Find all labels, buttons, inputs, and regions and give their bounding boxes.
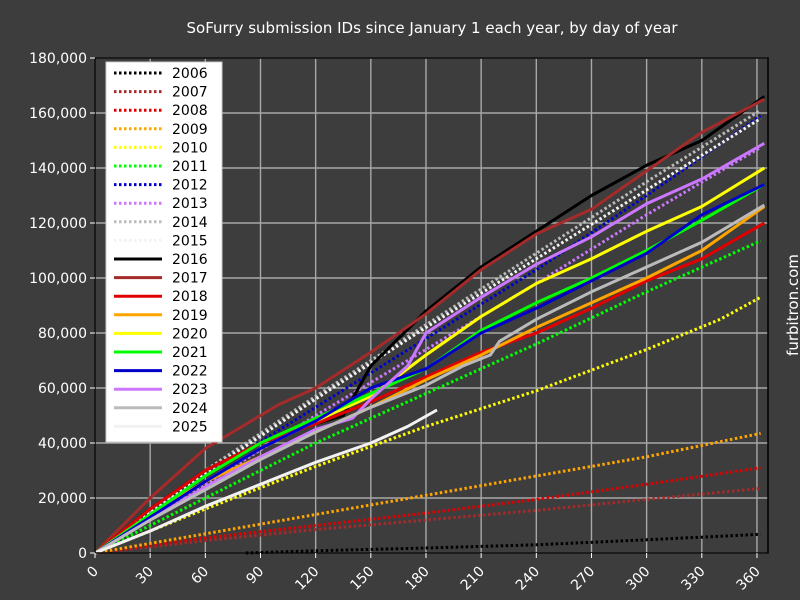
legend-label-2014: 2014 bbox=[172, 215, 208, 231]
credit-label: furbitron.com bbox=[784, 254, 800, 356]
x-tick-label: 360 bbox=[734, 564, 764, 594]
chart-title: SoFurry submission IDs since January 1 e… bbox=[187, 19, 679, 37]
legend-label-2023: 2023 bbox=[172, 382, 208, 398]
legend-box bbox=[105, 61, 223, 443]
series-line-2008 bbox=[94, 466, 761, 555]
y-tick-label: 180,000 bbox=[29, 51, 87, 67]
y-tick-label: 160,000 bbox=[29, 106, 87, 122]
legend: 2006 2007 2008 2009 2010 2011 2012 2013 2014 2015… bbox=[105, 61, 223, 443]
y-tick-label: 0 bbox=[78, 546, 87, 562]
legend-label-2019: 2019 bbox=[172, 308, 208, 324]
legend-label-2022: 2022 bbox=[172, 364, 208, 380]
series-line-2007 bbox=[94, 486, 761, 555]
x-tick-label: 180 bbox=[403, 564, 433, 594]
x-tick-label: 330 bbox=[678, 564, 708, 594]
legend-label-2012: 2012 bbox=[172, 178, 208, 194]
x-tick-label: 150 bbox=[347, 564, 377, 594]
legend-label-2010: 2010 bbox=[172, 140, 208, 156]
y-tick-label: 120,000 bbox=[29, 216, 87, 232]
series-line-2024 bbox=[94, 203, 766, 555]
series-lines bbox=[93, 95, 766, 555]
x-tick-label: 60 bbox=[188, 564, 212, 588]
legend-label-2008: 2008 bbox=[172, 103, 208, 119]
series-line-2009 bbox=[94, 431, 761, 555]
legend-label-2006: 2006 bbox=[172, 66, 208, 82]
legend-label-2018: 2018 bbox=[172, 289, 208, 305]
series-line-2018 bbox=[94, 221, 766, 555]
legend-label-2013: 2013 bbox=[172, 196, 208, 212]
series-line-2006 bbox=[245, 532, 761, 555]
legend-label-2016: 2016 bbox=[172, 252, 208, 268]
series-line-2011 bbox=[94, 239, 762, 555]
x-tick-label: 210 bbox=[458, 564, 488, 594]
y-tick-label: 80,000 bbox=[38, 326, 87, 342]
series-line-2012 bbox=[94, 114, 762, 555]
series-line-2013 bbox=[94, 146, 762, 555]
x-tick-label: 0 bbox=[84, 564, 102, 582]
series-line-2017 bbox=[93, 97, 766, 555]
legend-label-2009: 2009 bbox=[172, 122, 208, 138]
series-line-2015 bbox=[94, 117, 762, 555]
legend-label-2015: 2015 bbox=[172, 233, 208, 249]
series-line-2023 bbox=[94, 141, 766, 555]
legend-label-2025: 2025 bbox=[172, 419, 208, 435]
x-tick-label: 30 bbox=[133, 564, 157, 588]
x-tick-label: 90 bbox=[243, 564, 267, 588]
plot-frame bbox=[94, 57, 769, 554]
x-tick-label: 270 bbox=[568, 564, 598, 594]
series-line-2022 bbox=[94, 183, 765, 555]
y-tick-label: 100,000 bbox=[29, 271, 87, 287]
series-line-2025 bbox=[94, 408, 438, 555]
series-line-2010 bbox=[94, 295, 762, 555]
series-line-2014 bbox=[94, 109, 762, 555]
legend-label-2024: 2024 bbox=[172, 401, 208, 417]
x-tick-label: 240 bbox=[513, 564, 543, 594]
x-tick-label: 120 bbox=[292, 564, 322, 594]
y-tick-label: 60,000 bbox=[38, 381, 87, 397]
legend-label-2007: 2007 bbox=[172, 85, 208, 101]
y-tick-label: 140,000 bbox=[29, 161, 87, 177]
x-tick-label: 300 bbox=[623, 564, 653, 594]
y-tick-label: 40,000 bbox=[38, 436, 87, 452]
legend-label-2020: 2020 bbox=[172, 326, 208, 342]
legend-label-2011: 2011 bbox=[172, 159, 208, 175]
y-tick-label: 20,000 bbox=[38, 491, 87, 507]
legend-label-2021: 2021 bbox=[172, 345, 208, 361]
legend-label-2017: 2017 bbox=[172, 271, 208, 287]
